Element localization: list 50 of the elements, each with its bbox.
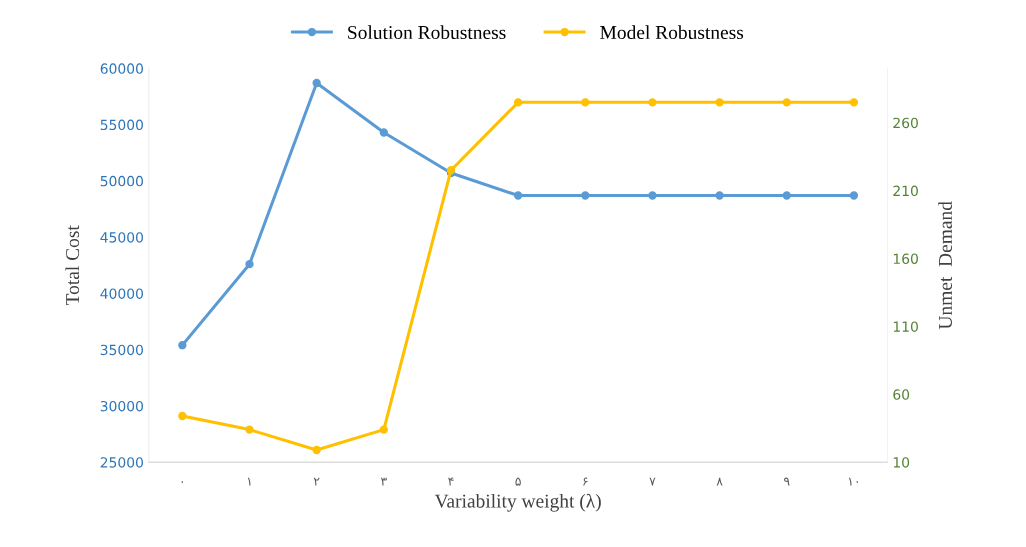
legend-label: Solution Robustness xyxy=(348,25,506,40)
point xyxy=(379,128,388,137)
x-axis-title: Variability weight (λ) xyxy=(434,493,601,512)
y-tick-label: 55000 xyxy=(100,119,143,131)
y-tick-label: 60000 xyxy=(100,63,143,74)
point xyxy=(379,425,388,434)
y-axis-title: Total Cost xyxy=(65,225,80,306)
point xyxy=(245,425,254,434)
point xyxy=(648,98,657,107)
y-tick-label: 40000 xyxy=(100,288,143,299)
y2-tick-label: 60 xyxy=(893,389,910,400)
x-tick-label: ۲ xyxy=(313,477,320,486)
y-tick-label: 35000 xyxy=(100,344,143,356)
x-tick-label: ۱ xyxy=(247,477,251,486)
point xyxy=(581,98,590,107)
y2-tick-label: 210 xyxy=(893,185,918,197)
point xyxy=(513,98,523,107)
x-tick-label: ۰ xyxy=(181,481,184,483)
y-tick-label: 50000 xyxy=(100,175,143,187)
y2-axis-title: Unmet Demand xyxy=(938,201,952,330)
point xyxy=(245,260,254,269)
x-tick-label: ۳ xyxy=(380,477,387,486)
point xyxy=(312,445,321,455)
x-tick-label: ۴ xyxy=(448,477,454,486)
x-tick-label: ۱۰ xyxy=(848,477,858,486)
y2-tick-label: 160 xyxy=(893,253,918,264)
x-tick-label: ۹ xyxy=(784,477,790,486)
x-tick-label: ۸ xyxy=(716,477,723,486)
legend-label: Model Robustness xyxy=(600,25,744,40)
point xyxy=(849,191,859,200)
point xyxy=(581,191,590,200)
point xyxy=(715,191,724,200)
point xyxy=(178,341,187,350)
y-tick-label: 45000 xyxy=(100,232,143,243)
y-tick-label: 30000 xyxy=(100,400,143,412)
x-tick-label: ۶ xyxy=(583,477,588,486)
y2-tick-label: 10 xyxy=(893,457,910,468)
point xyxy=(513,191,523,200)
point xyxy=(312,78,321,88)
point xyxy=(782,98,791,107)
x-tick-label: ۵ xyxy=(515,477,521,486)
y2-tick-label: 110 xyxy=(893,321,918,332)
x-tick-label: ۷ xyxy=(649,477,656,486)
point xyxy=(849,98,859,107)
y-tick-label: 25000 xyxy=(100,457,143,468)
point xyxy=(648,191,657,200)
point xyxy=(178,411,187,421)
y2-tick-label: 260 xyxy=(893,117,918,129)
point xyxy=(715,98,724,107)
point xyxy=(782,191,791,200)
